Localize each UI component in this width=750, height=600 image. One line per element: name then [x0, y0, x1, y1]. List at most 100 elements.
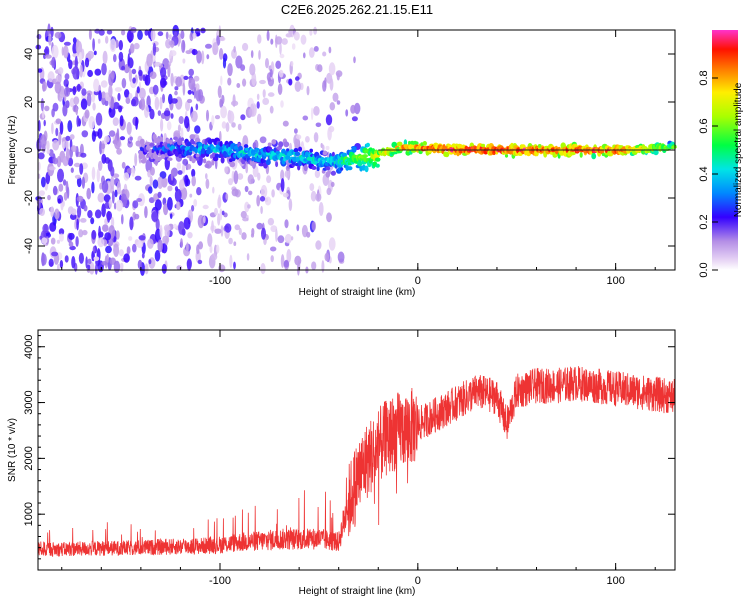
spectrogram-cell	[198, 241, 204, 250]
spectrogram-cell	[73, 162, 81, 168]
ridge-cell	[173, 136, 178, 141]
spectrogram-cell	[191, 175, 196, 187]
spectrogram-cell	[314, 169, 321, 179]
snr-frame	[37, 329, 676, 571]
spectrogram-cell	[175, 201, 181, 210]
ridge-cell	[138, 150, 144, 156]
spectrogram-cell	[220, 75, 223, 86]
spectrogram-cell	[297, 262, 300, 276]
spectrogram-cell	[178, 221, 185, 235]
spectrogram-cell	[137, 259, 143, 270]
spectrogram-cell	[218, 264, 226, 273]
spectrogram-cell	[218, 48, 224, 60]
spectrogram-cell	[150, 29, 156, 41]
colorbar-gradient	[712, 30, 738, 270]
spectrogram-cell	[76, 176, 82, 188]
spectrogram-cell	[256, 195, 261, 207]
spectrogram-cell	[113, 102, 120, 110]
spectrogram-cell	[246, 253, 250, 261]
spectrogram-cell	[267, 92, 275, 97]
spectrogram-cell	[48, 258, 54, 267]
spectrogram-cell	[126, 246, 131, 255]
spectrogram-cell	[73, 96, 80, 105]
spectrogram-cell	[131, 68, 137, 75]
spectrogram-cell	[55, 127, 59, 137]
spectrogram-cell	[119, 115, 124, 127]
spectrogram-cell	[305, 136, 310, 143]
spectrogram-cell	[237, 123, 242, 131]
spectrogram-cell	[216, 35, 221, 46]
spectrogram-cell	[86, 92, 92, 107]
spectrogram-cell	[87, 69, 93, 78]
spectrogram-cell	[256, 93, 260, 101]
spectrogram-cell	[280, 100, 284, 108]
spectrogram-cell	[104, 232, 112, 241]
spectrogram-cell	[270, 225, 278, 233]
spectrogram-cell	[138, 239, 141, 244]
spectrogram-cell	[291, 43, 296, 50]
spectrogram-cell	[109, 38, 117, 52]
spectrogram-cell	[266, 30, 270, 42]
colorbar-tick-label: 0.2	[698, 214, 710, 229]
ridge-cell	[186, 141, 192, 147]
spectrogram-cell	[306, 231, 311, 238]
spectrogram-cell	[258, 50, 261, 60]
spectrogram-cell	[192, 32, 197, 39]
spectrogram-cell	[157, 191, 162, 199]
spectrogram-cell	[214, 115, 221, 120]
spectrogram-cell	[171, 98, 178, 104]
spectrogram-cell	[98, 160, 103, 171]
spectrogram-title: C2E6.2025.262.21.15.E11	[281, 2, 433, 17]
ridge-cell	[366, 142, 370, 148]
spectrogram-cell	[58, 183, 64, 192]
spectrogram-cell	[135, 116, 139, 130]
spectrogram-cell	[113, 260, 121, 273]
ridge-cell	[243, 144, 249, 149]
ridge-cell	[340, 167, 344, 171]
spectrogram-cell	[235, 55, 243, 69]
spectrogram-cell	[157, 176, 164, 189]
spectrogram-cell	[167, 197, 173, 211]
spectrogram-cell	[310, 107, 314, 121]
spectrogram-cell	[265, 58, 269, 69]
ridge-cell	[195, 156, 200, 161]
spectrogram-cell	[244, 201, 250, 213]
spectrogram-cell	[58, 228, 65, 236]
spectrogram-cell	[280, 254, 285, 268]
spectrogram-cell	[282, 120, 289, 127]
spectrogram-cell	[233, 46, 236, 53]
spectrogram-cell	[87, 210, 93, 219]
spectrogram-cell	[39, 208, 45, 216]
spectrogram-cell	[148, 197, 155, 204]
spectrogram-cell	[56, 239, 61, 244]
spectrogram-cell	[103, 194, 111, 203]
spectrogram-cell	[154, 61, 162, 67]
spectrogram-cell	[54, 208, 60, 220]
spectrogram-cell	[129, 136, 133, 141]
spectrogram-cell	[88, 116, 96, 129]
y-tick-label: 0	[23, 147, 35, 153]
spectrogram-cell	[70, 208, 77, 216]
spectrogram-cell	[177, 124, 181, 133]
spectrogram-cell	[44, 105, 50, 112]
ridge-cell	[653, 149, 659, 156]
ridge-cell	[327, 170, 332, 175]
spectrogram-cell	[101, 62, 107, 76]
spectrogram-cell	[84, 57, 90, 68]
spectrogram-cell	[91, 130, 96, 142]
y-tick-label: 40	[23, 48, 35, 60]
spectrogram-cell	[195, 250, 201, 263]
ridge-cell	[397, 141, 403, 147]
spectrogram-cell	[216, 244, 220, 254]
spectrogram-cell	[231, 122, 236, 128]
ridge-cell	[537, 144, 542, 148]
spectrogram-cell	[94, 68, 102, 76]
spectrogram-cell	[49, 222, 57, 232]
spectrogram-cell	[154, 96, 160, 110]
spectrogram-cell	[126, 29, 134, 43]
spectrogram-cell	[36, 34, 42, 40]
spectrogram-cell	[76, 195, 84, 202]
spectrogram-cell	[232, 94, 236, 108]
spectrogram-cell	[62, 179, 67, 186]
ridge-cell	[160, 154, 166, 158]
